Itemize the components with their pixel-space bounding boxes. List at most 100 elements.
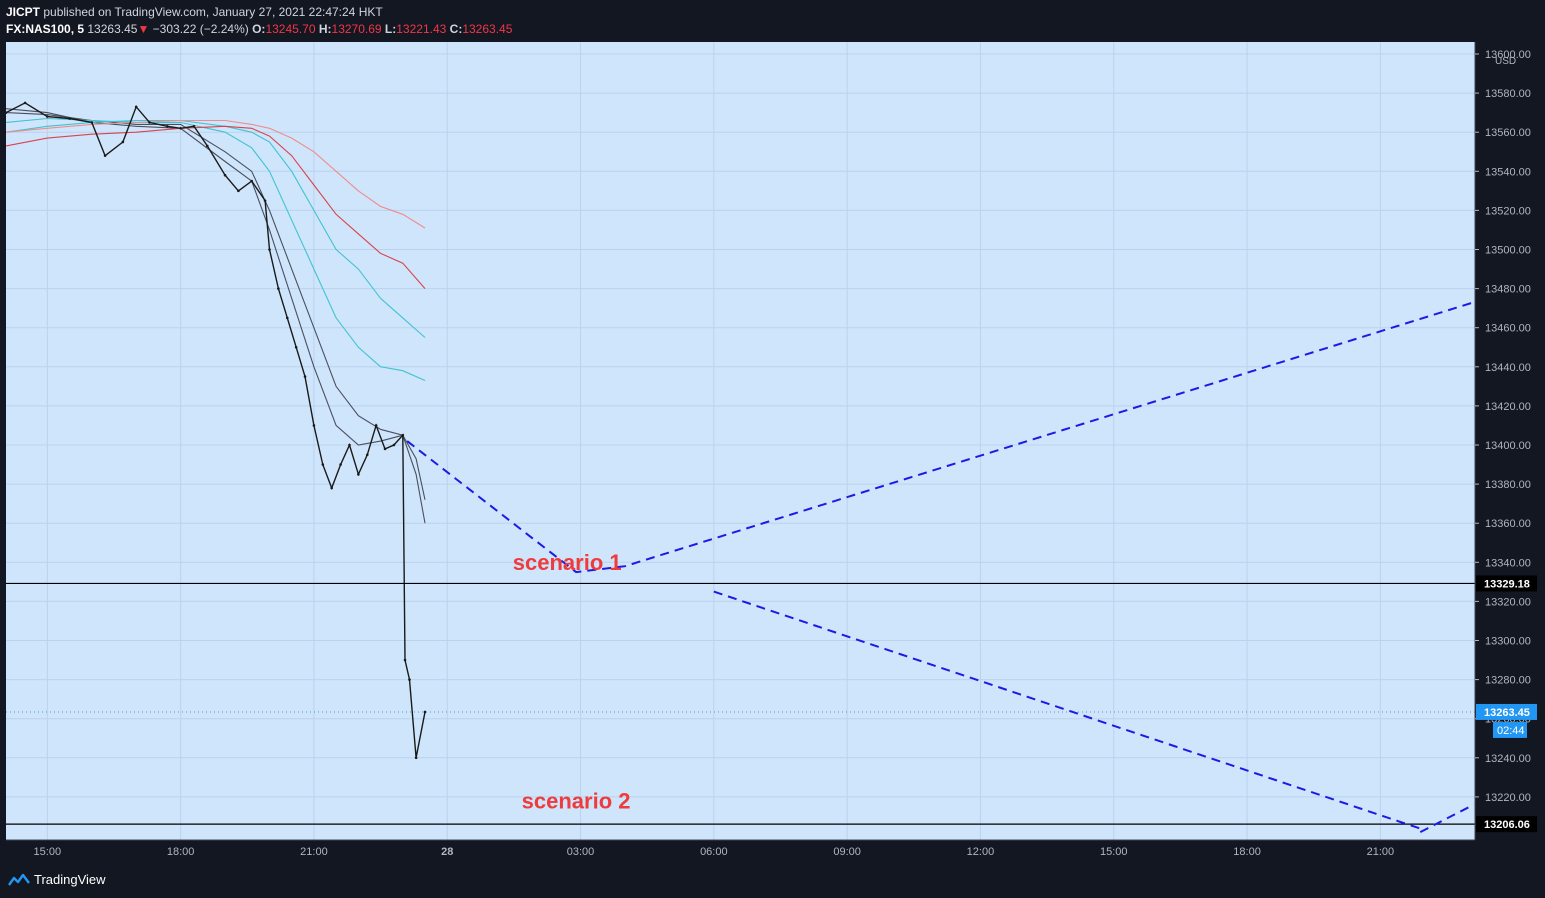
close-label: C: (449, 22, 463, 36)
price-point (165, 125, 169, 128)
price-axis (1475, 42, 1538, 862)
price-point (121, 140, 125, 144)
price-point (414, 756, 418, 760)
countdown-box (1493, 721, 1527, 738)
published-text: published on TradingView.com, January 27… (43, 5, 383, 19)
ema-line (5, 117, 426, 382)
price-point (401, 433, 405, 437)
price-label-box (1476, 575, 1537, 592)
price-point (223, 173, 227, 177)
ema-line (5, 119, 426, 229)
time-tick-label: 21:00 (300, 846, 328, 858)
price-tick-label: 13500.00 (1485, 245, 1531, 257)
chart-area[interactable]: scenario 1 scenario 2 13600.00 13580.00 1356… (4, 42, 1538, 862)
price-point (90, 121, 94, 124)
price-tick-label: 13380.00 (1485, 479, 1531, 491)
price-point (357, 473, 360, 476)
time-tick-label: 03:00 (567, 846, 595, 858)
time-tick-label: 12:00 (967, 846, 995, 858)
price-tick-label: 13580.00 (1485, 88, 1531, 100)
price-point (294, 345, 298, 349)
price-point (23, 101, 27, 105)
price-tick-label: 13300.00 (1485, 636, 1531, 648)
chart-header: JICPT published on TradingView.com, Janu… (0, 0, 1545, 42)
price-point (205, 144, 209, 148)
last-price: 13263.45 (87, 22, 138, 36)
time-tick-label: 18:00 (167, 846, 195, 858)
down-arrow-icon: ▼ (137, 22, 150, 36)
price-label-text: 13263.45 (1484, 707, 1530, 719)
time-tick-label: 06:00 (700, 846, 728, 858)
low-label: L: (384, 22, 397, 36)
projection-path (406, 301, 1474, 574)
ema-line (5, 108, 426, 524)
price-point (392, 443, 396, 447)
symbol-label[interactable]: FX:NAS100, 5 (6, 22, 85, 36)
projection-path (1419, 803, 1475, 833)
low-value: 13221.43 (396, 22, 447, 36)
price-tick-label: 13480.00 (1485, 284, 1531, 296)
price-point (312, 424, 316, 427)
price-point (303, 375, 307, 378)
price-point (68, 117, 71, 120)
price-tick-label: 13560.00 (1485, 127, 1531, 139)
price-tick-label: 13420.00 (1485, 401, 1531, 413)
price-point (103, 154, 107, 157)
price-tick-label: 13240.00 (1485, 753, 1531, 765)
price-tick-label: 13340.00 (1485, 557, 1531, 569)
publisher-name[interactable]: JICPT (6, 5, 41, 19)
price-point (237, 189, 240, 193)
scenario-label: scenario 2 (522, 789, 631, 814)
time-tick-label: 28 (441, 846, 453, 858)
ohlc-bar: FX:NAS100, 5 13263.45▼ −303.22 (−2.24%) … (6, 22, 512, 36)
price-point (263, 199, 267, 202)
price-label-text: 13329.18 (1484, 578, 1530, 590)
price-chart[interactable]: scenario 1 scenario 2 13600.00 13580.00 1356… (4, 42, 1538, 862)
price-label-text: 13206.06 (1484, 819, 1530, 831)
currency-label: USD (1495, 56, 1516, 67)
footer: TradingView (0, 862, 1545, 898)
price-point (46, 115, 49, 118)
publish-info: JICPT published on TradingView.com, Janu… (6, 5, 383, 19)
price-tick-label: 13520.00 (1485, 205, 1531, 217)
footer-brand[interactable]: TradingView (34, 872, 106, 887)
price-tick-label: 13280.00 (1485, 675, 1531, 687)
change-value: −303.22 (−2.24%) (152, 22, 249, 36)
time-tick-label: 15:00 (1100, 846, 1128, 858)
price-tick-label: 13540.00 (1485, 166, 1531, 178)
high-value: 13270.69 (331, 22, 382, 36)
time-axis (6, 840, 1538, 862)
price-point (268, 248, 271, 251)
open-value: 13245.70 (265, 22, 316, 36)
price-point (339, 463, 342, 466)
price-tick-label: 13320.00 (1485, 596, 1531, 608)
price-point (408, 678, 411, 681)
time-tick-label: 18:00 (1233, 846, 1261, 858)
price-point (4, 111, 8, 114)
ema-line (5, 119, 426, 338)
time-tick-label: 09:00 (833, 846, 861, 858)
price-point (250, 179, 254, 183)
open-label: O: (252, 22, 266, 36)
price-tick-label: 13220.00 (1485, 792, 1531, 804)
time-tick-label: 15:00 (34, 846, 62, 858)
price-point (348, 443, 351, 447)
price-point (365, 453, 369, 457)
price-point (403, 658, 407, 662)
price-point (134, 105, 138, 109)
price-point (148, 121, 151, 124)
ema-line (5, 112, 426, 500)
plot-background (6, 42, 1475, 840)
price-tick-label: 13400.00 (1485, 440, 1531, 452)
price-point (383, 447, 387, 451)
tradingview-logo-icon[interactable] (8, 873, 30, 887)
close-value: 13263.45 (462, 22, 513, 36)
countdown-text: 02:44 (1497, 725, 1525, 737)
price-point (374, 424, 378, 427)
price-point (192, 125, 196, 128)
price-point (330, 486, 334, 490)
price-tick-label: 13440.00 (1485, 362, 1531, 374)
price-label-box (1476, 816, 1537, 833)
price-point (179, 126, 182, 130)
price-point (321, 463, 325, 466)
